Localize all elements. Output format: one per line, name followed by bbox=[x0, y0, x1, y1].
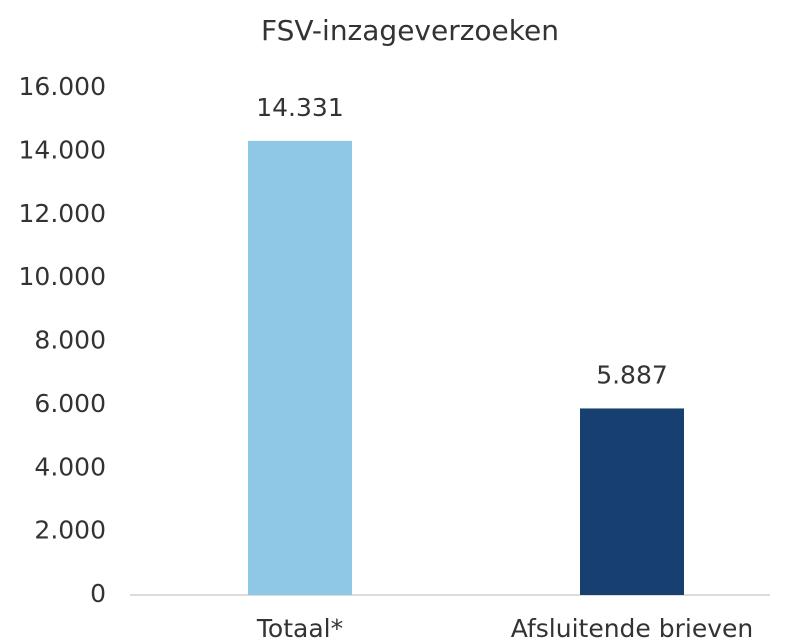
y-tick-label: 6.000 bbox=[34, 389, 106, 418]
y-tick-label: 4.000 bbox=[34, 452, 106, 481]
y-tick-label: 10.000 bbox=[19, 262, 106, 291]
y-tick-label: 16.000 bbox=[19, 72, 106, 101]
y-tick-label: 14.000 bbox=[19, 135, 106, 164]
data-label: 5.887 bbox=[596, 360, 668, 389]
chart-title: FSV-inzageverzoeken bbox=[261, 14, 559, 47]
y-tick-label: 12.000 bbox=[19, 199, 106, 228]
data-label: 14.331 bbox=[256, 93, 343, 122]
x-tick-label: Totaal* bbox=[256, 614, 343, 643]
bar bbox=[248, 140, 352, 595]
y-tick-label: 8.000 bbox=[34, 326, 106, 355]
x-tick-label: Afsluitende brieven bbox=[511, 614, 754, 643]
y-tick-label: 0 bbox=[90, 579, 106, 608]
y-tick-label: 2.000 bbox=[34, 516, 106, 545]
bar bbox=[580, 408, 684, 595]
